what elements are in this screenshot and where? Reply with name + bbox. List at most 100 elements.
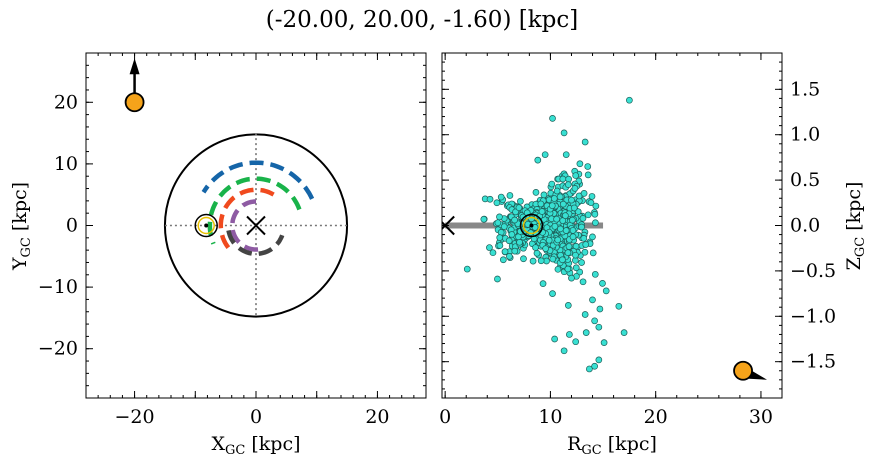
- sun-center-dot: [529, 223, 534, 228]
- star-point: [578, 259, 585, 266]
- star-point: [584, 163, 592, 170]
- sun-outer-ring: [194, 213, 218, 238]
- star-point: [559, 200, 567, 208]
- star-point-outlier: [541, 151, 549, 159]
- star-point-outlier: [576, 160, 584, 168]
- star-point: [511, 216, 518, 224]
- star-point: [584, 171, 592, 179]
- star-point: [499, 256, 507, 264]
- star-point: [533, 249, 541, 257]
- right-xtick-label: 20: [644, 406, 668, 428]
- star-point-outlier: [549, 115, 556, 122]
- star-point-outlier: [560, 129, 568, 137]
- star-point: [553, 187, 561, 195]
- left-xtick-label: 0: [250, 406, 262, 428]
- left-axes: −20 0 20 −20 −10 0 10 20: [38, 52, 427, 428]
- star-point: [496, 213, 503, 221]
- star-point-outlier: [568, 274, 575, 282]
- star-point: [554, 265, 562, 273]
- star-point: [506, 192, 514, 199]
- star-point: [559, 175, 567, 183]
- star-point: [584, 211, 592, 219]
- star-point-outlier: [496, 242, 504, 249]
- star-point: [548, 202, 556, 210]
- right-plot-area: [442, 96, 768, 381]
- star-point: [571, 185, 579, 192]
- star-point: [489, 249, 497, 257]
- star-point-outlier: [615, 302, 623, 310]
- star-point: [486, 244, 493, 251]
- star-point: [537, 200, 545, 208]
- star-point: [486, 195, 494, 203]
- star-point: [532, 244, 539, 251]
- star-point: [572, 264, 580, 272]
- star-point: [511, 247, 519, 255]
- star-point: [545, 236, 553, 244]
- right-ytick-label: 0.0: [790, 215, 820, 237]
- sun-center-dot: [204, 223, 209, 228]
- star-point: [508, 231, 516, 238]
- spiral-arm-4: [230, 199, 264, 252]
- star-point: [562, 212, 569, 219]
- star-point: [569, 216, 576, 224]
- star-point-outlier: [564, 181, 572, 188]
- star-point: [564, 249, 572, 256]
- left-y-axis-label: YGC [kpc]: [9, 182, 34, 271]
- star-point: [570, 204, 578, 212]
- observer-arrow-head: [129, 58, 140, 75]
- star-point-outlier: [568, 196, 575, 204]
- star-point: [582, 241, 590, 248]
- star-point: [532, 189, 540, 196]
- star-point-outlier: [581, 311, 589, 318]
- right-x-axis-label: RGC [kpc]: [567, 433, 657, 458]
- star-point: [580, 190, 588, 197]
- star-point-outlier: [586, 365, 593, 373]
- star-point-outlier: [626, 96, 633, 104]
- star-point: [501, 248, 509, 255]
- star-point: [578, 223, 585, 231]
- star-point: [516, 238, 523, 246]
- spiral-arm-1: [201, 160, 315, 200]
- galactic-center-marker: [246, 215, 266, 236]
- star-point-outlier: [581, 138, 589, 146]
- chart-title: (-20.00, 20.00, -1.60) [kpc]: [266, 7, 578, 33]
- left-ytick-label: 20: [54, 91, 78, 113]
- star-point: [569, 227, 577, 234]
- star-point-outlier: [562, 151, 570, 159]
- star-point: [587, 199, 595, 207]
- star-point-outlier: [463, 265, 471, 273]
- star-point-outlier: [602, 287, 610, 295]
- left-plot-area: [124, 58, 349, 318]
- observer-marker-rz: [733, 360, 753, 381]
- right-ytick-label: 1.0: [790, 124, 820, 146]
- left-ytick-label: −10: [38, 276, 78, 298]
- star-point: [599, 279, 606, 287]
- star-point: [537, 257, 545, 265]
- star-point: [549, 255, 557, 263]
- star-point: [588, 193, 596, 200]
- left-panel-xy: −20 0 20 −20 −10 0 10 20 XGC [kpc] YGC [kpc]: [9, 52, 427, 458]
- star-point: [581, 248, 589, 256]
- star-point: [559, 256, 566, 264]
- star-point: [529, 257, 537, 265]
- star-point: [497, 193, 505, 201]
- spiral-arm-5: [226, 229, 285, 257]
- left-ytick-label: −20: [38, 338, 78, 360]
- spiral-arm-3: [218, 187, 275, 250]
- right-ytick-label: 0.5: [790, 169, 820, 191]
- star-point: [494, 219, 502, 227]
- star-point-outlier: [620, 329, 628, 336]
- star-point: [589, 296, 596, 304]
- star-point: [572, 251, 579, 259]
- right-ytick-label: −1.5: [790, 351, 836, 373]
- star-point: [517, 197, 524, 205]
- star-point: [551, 222, 559, 230]
- star-point: [515, 204, 523, 212]
- right-xtick-label: 10: [538, 406, 562, 428]
- star-point: [591, 210, 599, 218]
- star-point: [520, 255, 527, 263]
- star-point: [580, 235, 588, 242]
- star-point-outlier: [572, 338, 580, 346]
- star-point: [562, 227, 570, 234]
